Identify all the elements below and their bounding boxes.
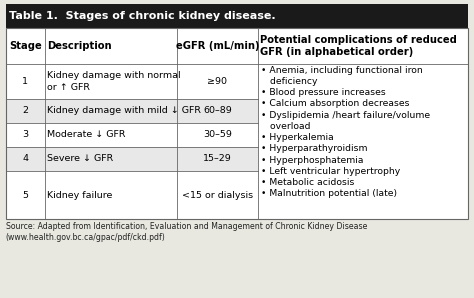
Text: 60–89: 60–89 [203,106,232,115]
Text: ≥90: ≥90 [207,77,228,86]
Bar [258,171,468,219]
Text: Description: Description [47,41,112,51]
Text: 15–29: 15–29 [203,154,232,163]
Bar [258,64,468,99]
Text: Kidney damage with normal
or ↑ GFR: Kidney damage with normal or ↑ GFR [47,72,181,91]
Text: 4: 4 [22,154,28,163]
Text: Stage: Stage [9,41,42,51]
Text: Kidney failure: Kidney failure [47,190,113,199]
Text: eGFR (mL/min): eGFR (mL/min) [175,41,259,51]
Bar [6,171,258,219]
Text: 2: 2 [22,106,28,115]
Text: Table 1.  Stages of chronic kidney disease.: Table 1. Stages of chronic kidney diseas… [9,11,276,21]
Bar [6,64,258,99]
Bar [6,28,468,64]
Text: Severe ↓ GFR: Severe ↓ GFR [47,154,114,163]
Text: Source: Adapted from Identification, Evaluation and Management of Chronic Kidney: Source: Adapted from Identification, Eva… [6,222,367,242]
Bar [258,99,468,123]
Text: 1: 1 [22,77,28,86]
Text: Potential complications of reduced
GFR (in alphabetical order): Potential complications of reduced GFR (… [260,35,457,57]
Bar [6,123,258,147]
Bar [6,28,468,219]
Text: <15 or dialysis: <15 or dialysis [182,190,253,199]
Bar [6,147,258,171]
Text: • Anemia, including functional iron
   deficiency
• Blood pressure increases
• C: • Anemia, including functional iron defi… [261,66,430,198]
Text: Moderate ↓ GFR: Moderate ↓ GFR [47,130,126,139]
Bar [6,99,258,123]
Text: 5: 5 [22,190,28,199]
Bar [258,123,468,147]
Text: Kidney damage with mild ↓ GFR: Kidney damage with mild ↓ GFR [47,106,201,115]
Text: 30–59: 30–59 [203,130,232,139]
Bar [258,147,468,171]
Bar [6,4,468,28]
Text: 3: 3 [22,130,28,139]
